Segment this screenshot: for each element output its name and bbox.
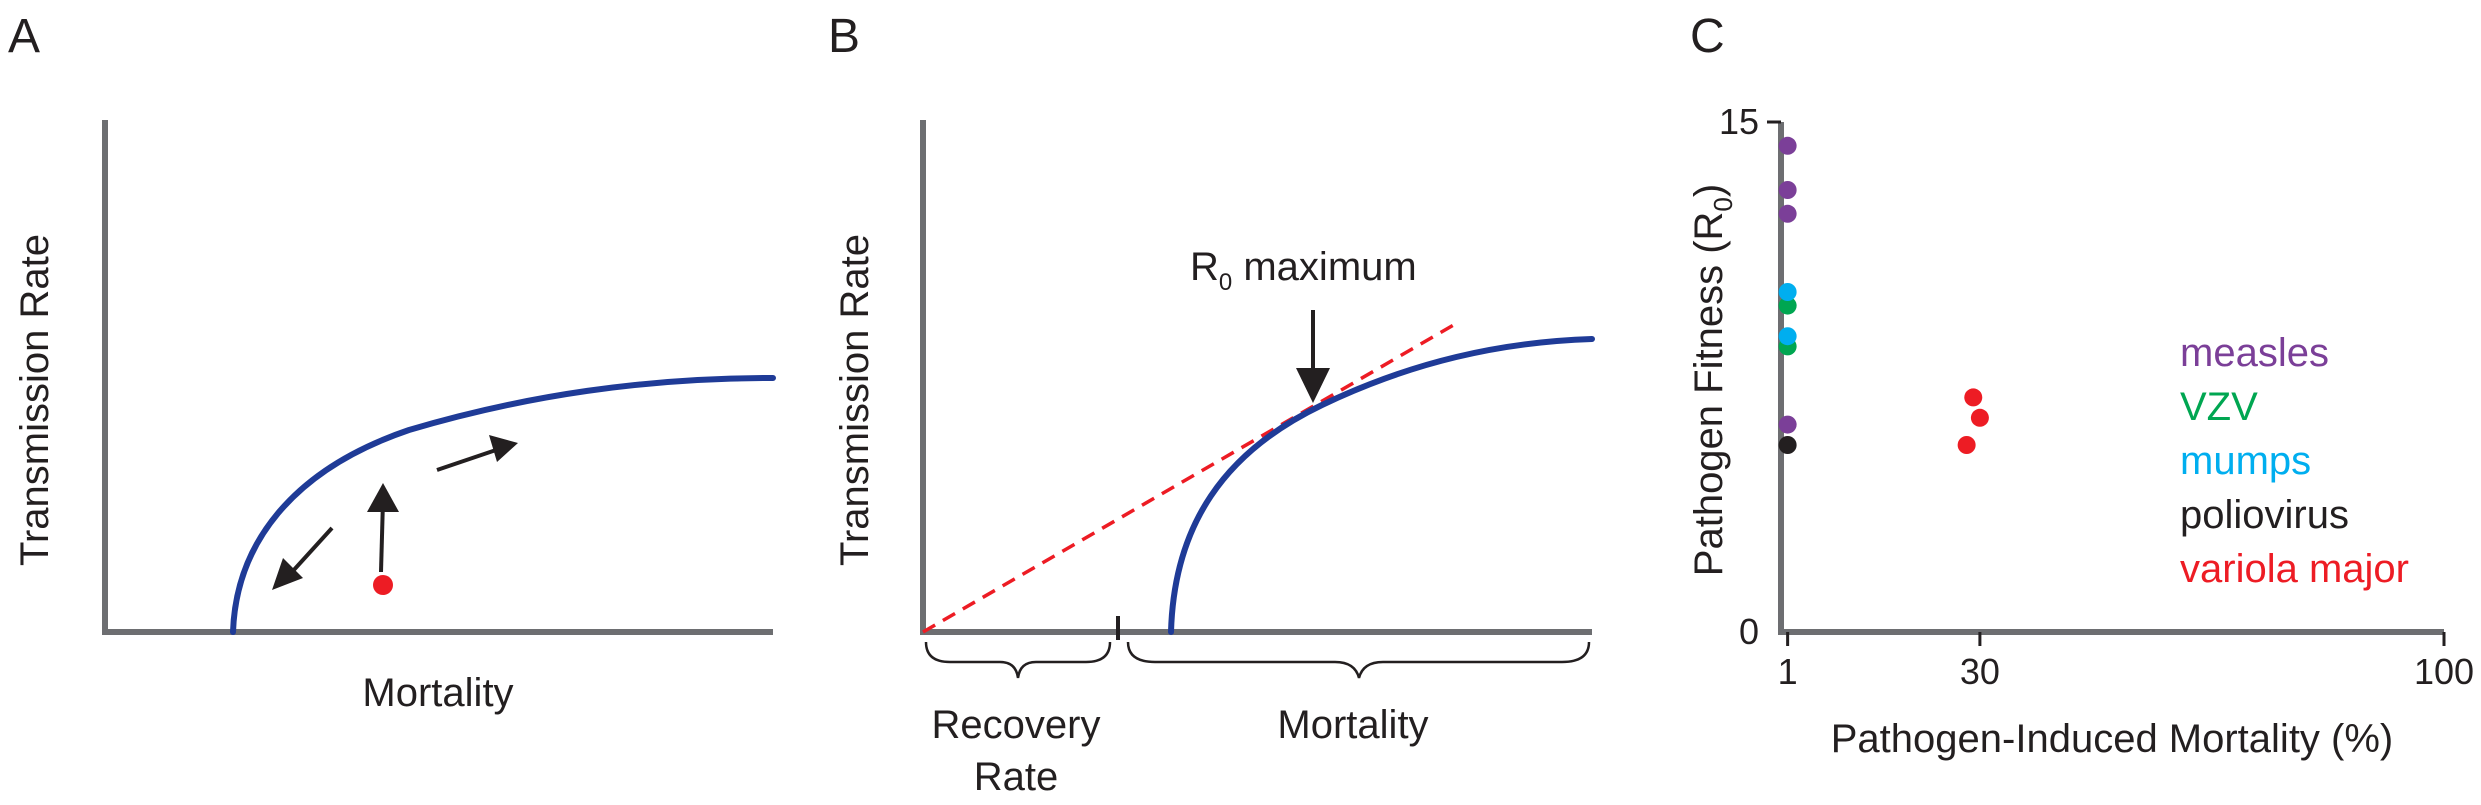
panel-c-y-axis-label: Pathogen Fitness (R0): [1687, 184, 1738, 576]
panel-c: C Pathogen Fitness (R0) 0 15 1 30 100 measl…: [1687, 10, 2474, 761]
panel-a-arrow-up-head: [367, 483, 399, 512]
data-point-mumps: [1778, 327, 1797, 346]
x-tick-label: 30: [1960, 651, 2000, 692]
panel-a: A Transmission Rate Mortality: [8, 10, 776, 715]
panel-a-y-axis-label: Transmission Rate: [13, 234, 57, 566]
legend-entry-variola-major: variola major: [2180, 547, 2409, 591]
panel-b-fitness-curve: [1168, 336, 1595, 635]
panel-a-arrow-down-left: [290, 526, 334, 574]
legend-entry-measles: measles: [2180, 331, 2329, 375]
y-tick-label: 15: [1719, 101, 1759, 142]
panel-a-arrow-up-right-head: [489, 435, 518, 462]
panel-a-red-point: [373, 575, 393, 595]
panel-b-axes: [920, 120, 1592, 635]
panel-b-annotation-arrow-head: [1296, 368, 1330, 403]
panel-a-arrow-down-left-head: [272, 558, 303, 590]
panel-c-y-ticks: 0 15: [1719, 101, 1781, 652]
data-point-measles: [1778, 181, 1797, 199]
x-tick-label: 100: [2414, 651, 2474, 692]
data-point-measles: [1778, 204, 1797, 223]
panel-b-recovery-brace: [924, 641, 1112, 679]
data-point-vzv: [1778, 296, 1797, 315]
panel-b-r0-annotation: R0 maximum: [1190, 245, 1417, 296]
legend-entry-poliovirus: poliovirus: [2180, 493, 2349, 537]
panel-b-tangent-line: [922, 321, 1458, 634]
panel-a-axes: [102, 120, 773, 635]
y-tick-label: 0: [1739, 611, 1759, 652]
panel-b-recovery-label-line2: Rate: [974, 755, 1059, 799]
panel-c-legend: measles VZV mumps poliovirus variola major: [2180, 331, 2409, 591]
panel-a-arrow-up-right: [436, 448, 497, 472]
panel-c-x-ticks: 1 30 100: [1778, 632, 2474, 692]
x-tick-label: 1: [1778, 651, 1798, 692]
data-point-measles: [1778, 136, 1797, 155]
panel-b-mortality-brace: [1126, 641, 1591, 679]
panel-b: B Transmission Rate R0 maximum Recovery …: [828, 10, 1595, 799]
panel-b-recovery-label-line1: Recovery: [932, 703, 1101, 747]
data-point-variola-major: [1970, 408, 1989, 427]
legend-entry-mumps: mumps: [2180, 439, 2311, 483]
data-point-poliovirus: [1778, 436, 1797, 454]
panel-a-fitness-curve: [230, 375, 776, 635]
panel-c-letter: C: [1690, 10, 1725, 63]
panel-c-points: [1778, 136, 1989, 454]
legend-entry-vzv: VZV: [2180, 385, 2258, 429]
panel-a-letter: A: [8, 10, 40, 63]
panel-c-x-axis-label: Pathogen-Induced Mortality (%): [1831, 717, 2394, 761]
data-point-variola-major: [1964, 388, 1983, 407]
data-point-measles: [1778, 415, 1797, 434]
data-point-mumps: [1778, 283, 1797, 301]
panel-b-y-axis-label: Transmission Rate: [833, 234, 877, 566]
data-point-variola-major: [1957, 436, 1976, 454]
panel-b-x-axis-label: Mortality: [1277, 703, 1428, 747]
panel-a-x-axis-label: Mortality: [362, 671, 513, 715]
panel-b-letter: B: [828, 10, 860, 63]
